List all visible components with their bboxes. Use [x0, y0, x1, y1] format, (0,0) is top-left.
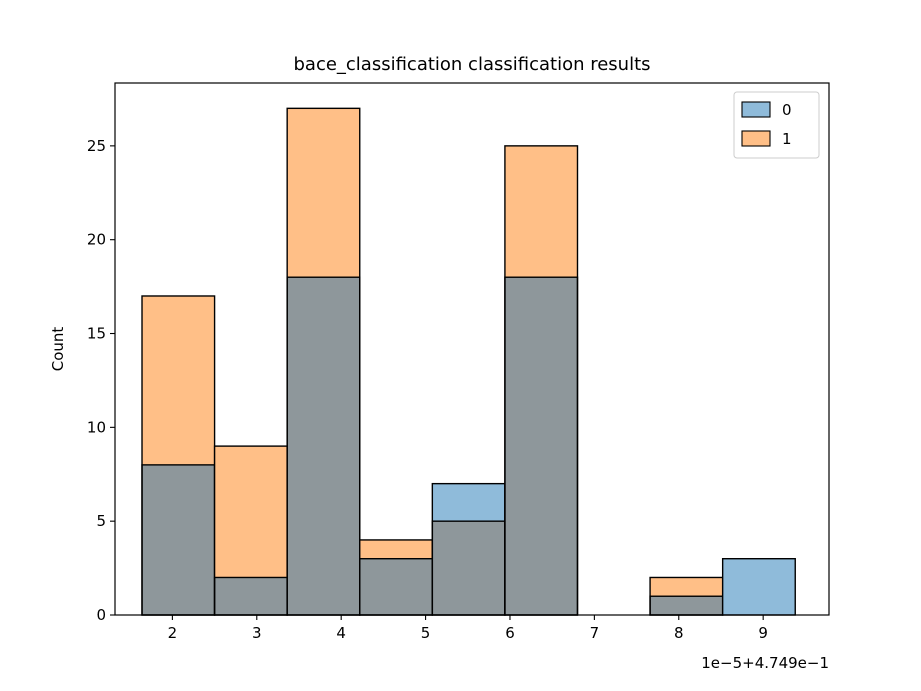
x-axis-offset-label: 1e−5+4.749e−1: [701, 654, 829, 672]
x-tick-label-2: 4: [336, 624, 346, 642]
x-tick-label-1: 3: [252, 624, 262, 642]
bar-overlap-bin-7: [650, 596, 723, 615]
y-tick-label-5: 25: [87, 137, 106, 155]
chart-title: bace_classification classification resul…: [293, 54, 650, 75]
x-tick-label-5: 7: [590, 624, 600, 642]
y-axis: 0 5 10 15 20 25: [87, 137, 115, 624]
plot-frame: [114, 82, 830, 616]
bar-overlap-bin-0: [142, 464, 215, 615]
bar-series-1-bin-3: [359, 539, 433, 559]
y-tick-label-2: 10: [87, 418, 106, 436]
y-tick-label-4: 20: [87, 231, 106, 249]
x-axis: 2 3 4 5 6 7 8 9: [168, 615, 768, 642]
y-tick-label-0: 0: [96, 606, 106, 624]
legend-label-1: 1: [782, 130, 792, 148]
bar-series-0-bin-8: [722, 558, 796, 615]
bar-overlap-bin-3: [359, 558, 433, 615]
legend-swatch-1: [741, 130, 771, 147]
y-axis-title: Count: [49, 327, 67, 372]
legend: 01: [733, 91, 820, 159]
y-tick-label-3: 15: [87, 325, 106, 343]
x-tick-label-7: 9: [758, 624, 768, 642]
bar-series-1-bin-7: [650, 577, 723, 597]
bars-layer: [141, 107, 796, 616]
x-tick-label-0: 2: [168, 624, 178, 642]
bar-overlap-bin-2: [287, 277, 360, 615]
bar-series-1-bin-2: [287, 108, 360, 278]
bar-overlap-bin-1: [214, 577, 288, 615]
legend-swatch-0: [741, 101, 771, 118]
bar-series-0-bin-4: [432, 483, 505, 522]
bar-overlap-bin-4: [432, 521, 505, 615]
x-tick-label-4: 6: [505, 624, 515, 642]
bar-series-1-bin-1: [214, 446, 288, 578]
bar-series-1-bin-0: [142, 295, 215, 465]
bar-series-1-bin-5: [504, 145, 578, 278]
x-tick-label-3: 5: [421, 624, 431, 642]
legend-label-0: 0: [782, 101, 792, 119]
x-tick-label-6: 8: [674, 624, 684, 642]
bar-overlap-bin-5: [504, 277, 578, 615]
y-tick-label-1: 5: [96, 512, 106, 530]
